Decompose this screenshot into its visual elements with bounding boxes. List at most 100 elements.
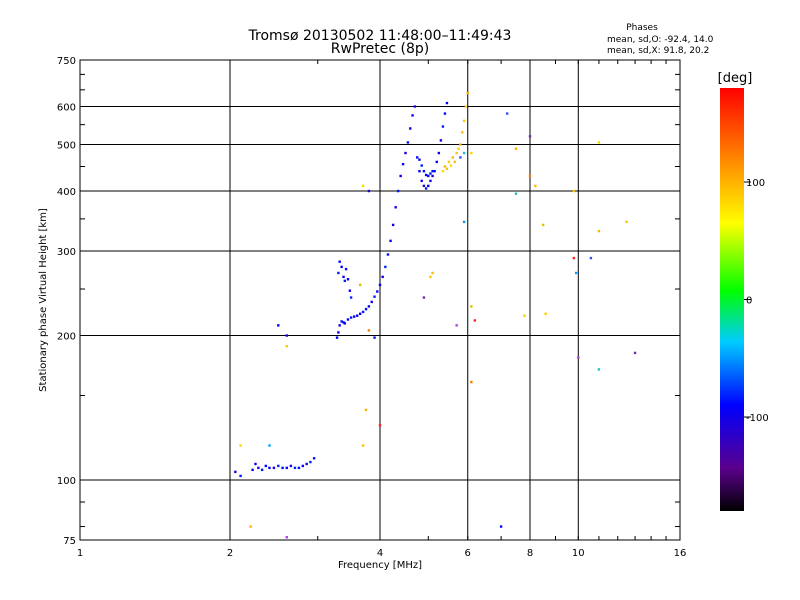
noise-point (473, 319, 477, 322)
echo-point-o (301, 464, 305, 468)
x-tick-label: 10 (572, 548, 585, 559)
echo-point-o (427, 184, 430, 188)
y-tick-label: 100 (57, 476, 76, 487)
echo-point-o (427, 174, 430, 178)
echo-point-x (523, 314, 526, 317)
echo-point-o (293, 466, 297, 470)
echo-point-o (431, 174, 434, 178)
echo-point-o (413, 105, 417, 108)
echo-point-o (415, 156, 419, 159)
echo-point-o (367, 189, 371, 193)
echo-point-o (338, 324, 341, 327)
echo-point-x (445, 167, 449, 171)
echo-point-o (285, 466, 288, 470)
echo-point-o (433, 169, 436, 173)
echo-point-x (514, 147, 518, 150)
echo-point-o (297, 466, 301, 470)
echo-point-o (277, 324, 280, 327)
phases-line-x: mean, sd,X: 91.8, 20.2 (607, 46, 709, 56)
y-tick-label: 600 (57, 103, 76, 114)
echo-point-o (343, 279, 347, 283)
echo-point-o (285, 334, 288, 337)
echo-point-x (462, 119, 466, 123)
echo-point-o (435, 160, 438, 164)
echo-point-x (572, 189, 576, 193)
echo-point-x (449, 164, 453, 167)
echo-point-o (386, 253, 390, 256)
y-tick-label: 300 (57, 247, 76, 258)
echo-point-o (378, 283, 382, 287)
noise-point (422, 296, 426, 299)
echo-point-o (409, 127, 412, 130)
echo-point-x (441, 169, 445, 173)
echo-point-x (455, 151, 458, 155)
echo-point-o (340, 320, 343, 323)
echo-point-o (424, 187, 428, 190)
echo-point-o (422, 184, 426, 188)
echo-point-o (499, 525, 503, 528)
colorbar-tick-label: 0 (746, 296, 752, 307)
echo-point-o (361, 310, 365, 314)
echo-point-x (597, 141, 601, 144)
noise-point (633, 351, 637, 355)
x-tick-label: 16 (674, 548, 687, 559)
echo-point-o (342, 275, 345, 279)
echo-point-o (358, 312, 362, 315)
noise-point (459, 156, 462, 159)
echo-point-x (453, 160, 456, 164)
noise-point (574, 271, 578, 275)
noise-point (378, 424, 382, 427)
colorbar-tick-label: 100 (746, 178, 765, 189)
echo-point-x (443, 165, 447, 168)
echo-point-o (337, 271, 340, 275)
noise-point (528, 135, 532, 138)
echo-point-o (420, 164, 423, 167)
echo-point-x (431, 271, 434, 275)
echo-point-x (361, 184, 365, 188)
y-tick-label: 200 (57, 332, 76, 343)
noise-point (462, 151, 466, 155)
echo-point-o (384, 265, 387, 269)
echo-point-o (337, 331, 340, 334)
noise-point (541, 223, 545, 227)
echo-point-o (418, 169, 421, 173)
noise-point (455, 324, 458, 327)
colorbar-label: [deg] (718, 71, 753, 86)
echo-point-o (355, 314, 359, 317)
data-points (234, 91, 637, 539)
noise-point (597, 368, 601, 371)
echo-point-x (625, 220, 628, 224)
echo-point-x (466, 91, 469, 95)
echo-point-o (420, 179, 423, 183)
echo-point-x (361, 444, 365, 447)
x-axis-label: Frequency [MHz] (338, 560, 422, 571)
echo-point-x (364, 408, 368, 412)
echo-point-x (249, 525, 252, 528)
y-axis-label: Stationary phase Virtual Height [km] (38, 208, 49, 392)
echo-point-o (367, 305, 371, 308)
echo-point-o (391, 223, 395, 227)
noise-point (285, 536, 288, 539)
echo-point-x (461, 131, 464, 134)
noise-point (572, 256, 576, 260)
echo-point-x (447, 160, 451, 164)
echo-point-o (439, 139, 443, 142)
chart-subtitle: RwPretec (8p) (331, 41, 429, 57)
colorbar-tick-label: -100 (746, 413, 769, 424)
echo-point-x (459, 143, 462, 146)
noise-point (589, 256, 593, 260)
echo-point-o (429, 172, 432, 175)
noise-point (358, 283, 362, 287)
noise-point (528, 174, 532, 178)
echo-point-x (429, 275, 432, 279)
x-tick-label: 8 (527, 548, 533, 559)
echo-point-o (264, 464, 268, 468)
echo-point-o (373, 336, 376, 339)
echo-point-o (340, 265, 343, 269)
noise-point (514, 192, 518, 195)
plot-frame (79, 59, 681, 541)
echo-point-o (305, 462, 308, 466)
noise-point (470, 305, 473, 308)
echo-point-o (445, 101, 449, 105)
